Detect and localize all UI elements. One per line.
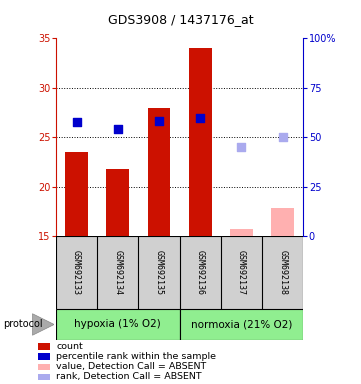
Text: count: count [56,342,83,351]
Text: rank, Detection Call = ABSENT: rank, Detection Call = ABSENT [56,372,202,381]
Text: value, Detection Call = ABSENT: value, Detection Call = ABSENT [56,362,206,371]
Point [74,119,79,126]
Text: protocol: protocol [4,319,43,329]
Text: GDS3908 / 1437176_at: GDS3908 / 1437176_at [108,13,253,26]
Bar [189,48,212,236]
Text: normoxia (21% O2): normoxia (21% O2) [191,319,292,329]
Bar [38,364,50,370]
Bar [65,152,88,236]
Bar [148,108,170,236]
Bar [271,209,294,236]
Bar [38,353,50,360]
Text: GSM692133: GSM692133 [72,250,81,295]
Bar [38,343,50,350]
Bar [230,229,253,236]
Polygon shape [32,314,54,335]
Text: percentile rank within the sample: percentile rank within the sample [56,352,216,361]
Bar [106,169,129,236]
Point [115,126,121,132]
Text: GSM692138: GSM692138 [278,250,287,295]
Text: GSM692136: GSM692136 [196,250,205,295]
Point [280,134,286,140]
Text: GSM692134: GSM692134 [113,250,122,295]
Point [156,118,162,124]
Text: GSM692135: GSM692135 [155,250,164,295]
Text: hypoxia (1% O2): hypoxia (1% O2) [74,319,161,329]
Bar [180,309,303,340]
Text: GSM692137: GSM692137 [237,250,246,295]
Bar [56,309,180,340]
Point [197,114,203,121]
Bar [38,374,50,380]
Point [239,144,244,150]
